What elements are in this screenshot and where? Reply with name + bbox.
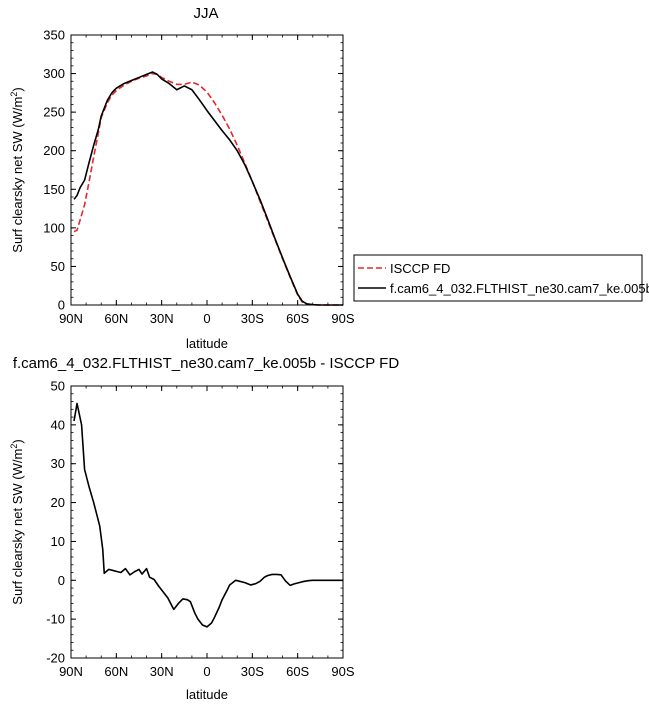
top-series-line-0 (73, 72, 343, 306)
top-y-tick-label: 50 (51, 259, 65, 274)
bottom-chart-plot-frame (70, 385, 344, 659)
top-chart-panel: JJA Surf clearsky net SW (W/m2) 90N 60N 30… (9, 5, 355, 351)
top-y-tick-label: 100 (43, 220, 65, 235)
bottom-y-tick-label: 50 (51, 379, 65, 394)
top-y-tick-label: 200 (43, 143, 65, 158)
top-y-label-sup: 2 (9, 92, 19, 97)
top-y-label-main: Surf clearsky net SW (W/m (10, 97, 25, 253)
top-chart-plot-frame (70, 34, 344, 306)
bottom-y-tick-label: 30 (51, 456, 65, 471)
bottom-y-tick-label: 0 (58, 573, 65, 588)
top-x-tick-label: 90N (59, 311, 83, 326)
bottom-chart-x-axis-label: latitude (186, 687, 228, 702)
top-y-tick-label: 300 (43, 66, 65, 81)
top-x-tick-label: 30N (150, 311, 174, 326)
top-x-tick-label: 60N (104, 311, 128, 326)
bottom-y-tick-label: -20 (46, 651, 65, 666)
top-chart-legend: ISCCP FD f.cam6_4_032.FLTHIST_ne30.cam7_… (353, 254, 649, 302)
top-x-tick-label: 0 (203, 311, 210, 326)
bottom-series-line-0 (73, 402, 343, 628)
bottom-x-tick-label: 0 (203, 664, 210, 679)
bottom-chart-y-axis-label: Surf clearsky net SW (W/m2) (9, 439, 25, 604)
bottom-x-tick-label: 90N (59, 664, 83, 679)
top-chart-title: JJA (193, 5, 218, 22)
bottom-x-tick-label: 60S (286, 664, 309, 679)
top-x-tick-label: 30S (241, 311, 264, 326)
bottom-y-label-main: Surf clearsky net SW (W/m (10, 449, 25, 605)
top-y-tick-label: 250 (43, 105, 65, 120)
bottom-y-label-end: ) (10, 439, 25, 443)
top-y-tick-label: 150 (43, 182, 65, 197)
bottom-y-tick-label: -10 (46, 612, 65, 627)
bottom-x-tick-label: 60N (104, 664, 128, 679)
top-y-tick-label: 350 (43, 28, 65, 43)
bottom-y-tick-label: 20 (51, 495, 65, 510)
top-chart-y-axis-label: Surf clearsky net SW (W/m2) (9, 87, 25, 252)
bottom-x-tick-label: 90S (331, 664, 354, 679)
svg-text:Surf clearsky net SW (W/m2): Surf clearsky net SW (W/m2) (9, 87, 25, 252)
bottom-x-tick-label: 30S (241, 664, 264, 679)
top-x-tick-label: 90S (331, 311, 354, 326)
top-y-label-end: ) (10, 87, 25, 91)
top-y-tick-label: 0 (58, 298, 65, 313)
legend-label-isccp: ISCCP FD (390, 261, 450, 276)
bottom-x-tick-label: 30N (150, 664, 174, 679)
top-series-line-1 (73, 71, 343, 306)
bottom-chart-title: f.cam6_4_032.FLTHIST_ne30.cam7_ke.005b -… (13, 355, 399, 372)
svg-text:Surf clearsky net SW (W/m2): Surf clearsky net SW (W/m2) (9, 439, 25, 604)
top-chart-x-axis-label: latitude (186, 336, 228, 351)
top-x-tick-label: 60S (286, 311, 309, 326)
legend-box (353, 254, 643, 302)
legend-label-model: f.cam6_4_032.FLTHIST_ne30.cam7_ke.005b (390, 281, 649, 296)
bottom-y-tick-label: 10 (51, 534, 65, 549)
bottom-y-label-sup: 2 (9, 444, 19, 449)
bottom-y-tick-label: 40 (51, 417, 65, 432)
bottom-chart-panel: f.cam6_4_032.FLTHIST_ne30.cam7_ke.005b -… (9, 355, 399, 702)
